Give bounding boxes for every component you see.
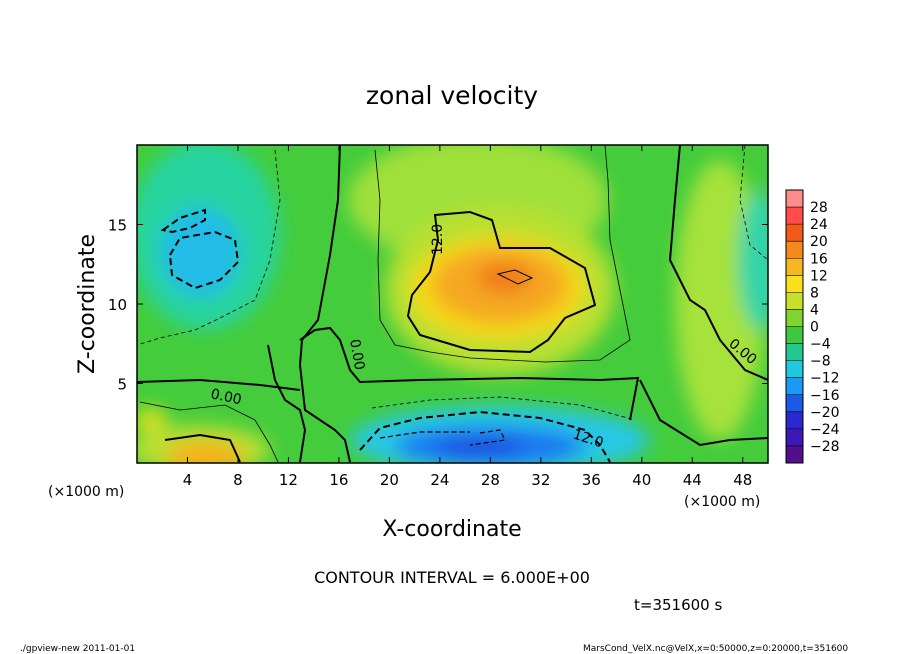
contour-zero-left	[137, 378, 301, 391]
contours	[137, 145, 768, 463]
colorbar-label: −20	[810, 405, 840, 421]
contour-neg12-left-upper	[160, 208, 206, 234]
contour-6-left	[139, 401, 279, 463]
colorbar-swatch	[786, 326, 803, 344]
colorbar-swatch	[786, 292, 803, 310]
colorbar-label: 16	[810, 251, 828, 267]
contour-zero-main	[298, 145, 351, 463]
contour-zero-lower	[267, 344, 307, 463]
colorbar-label: −24	[810, 422, 840, 438]
colorbar-label: 0	[810, 320, 819, 336]
contour-neg12-bottom	[359, 410, 611, 463]
colorbar-label: −12	[810, 371, 840, 387]
colorbar-label: 8	[810, 285, 819, 301]
colorbar-swatch	[786, 411, 803, 430]
y-tick-label: 5	[117, 376, 127, 394]
y-axis-label: Z-coordinate	[75, 234, 100, 374]
contour-neg12-left	[168, 230, 240, 290]
colorbar-swatch	[786, 207, 803, 225]
footer-right: MarsCond_VelX.nc@VelX,x=0:50000,z=0:2000…	[583, 644, 848, 654]
colorbar-label: −16	[810, 388, 840, 404]
contour-zero-middle	[299, 326, 640, 421]
contour-label: 12.0	[430, 224, 446, 255]
chart-title: zonal velocity	[366, 81, 538, 110]
contour-interval: CONTOUR INTERVAL = 6.000E+00	[314, 568, 590, 587]
colorbar-swatch	[786, 445, 803, 464]
x-tick-label: 24	[430, 471, 449, 489]
colorbar-swatch	[786, 190, 803, 208]
time-label: t=351600 s	[634, 596, 722, 614]
colorbar-swatch	[786, 343, 803, 362]
colorbar-swatch	[786, 309, 803, 327]
colorbar-label: 12	[810, 268, 828, 284]
x-tick-label: 4	[183, 471, 193, 489]
contour-12-left	[164, 433, 241, 463]
colorbar-swatch	[786, 428, 803, 447]
y-tick-label: 10	[108, 296, 127, 314]
contour-neg6-right	[739, 145, 768, 261]
x-tick-label: 20	[380, 471, 399, 489]
x-tick-label: 48	[733, 471, 752, 489]
region-bottom-left-yellow	[137, 408, 168, 432]
contour-zero-right-lower	[639, 379, 768, 447]
x-tick-label: 28	[481, 471, 500, 489]
colorbar-swatch	[786, 275, 803, 293]
contour-neg6-bottom	[371, 396, 636, 421]
contour-18-warm	[496, 269, 534, 285]
region-bottom-left-orange	[165, 440, 245, 463]
contour-12-warm	[406, 210, 597, 354]
x-tick-label: 16	[329, 471, 348, 489]
x-tick-label: 12	[279, 471, 298, 489]
colorbar-label: −8	[810, 354, 831, 370]
colorbar-swatch	[786, 377, 803, 396]
x-tick-label: 44	[683, 471, 702, 489]
colorbar-swatch	[786, 394, 803, 413]
colorbar-label: 20	[810, 234, 828, 250]
x-tick-label: 8	[233, 471, 243, 489]
x-axis-label: X-coordinate	[382, 517, 521, 542]
contour-label: 0.00	[346, 338, 367, 371]
colorbar-label: 24	[810, 217, 828, 233]
plot-area	[137, 145, 768, 463]
y-axis: 5 10 15	[108, 217, 768, 394]
colorbar-swatch	[786, 258, 803, 276]
footer-left: ./gpview-new 2011-01-01	[20, 644, 135, 654]
x-axis: 4 8 12 16 20 24 28 32 36 40 44 48	[183, 145, 752, 489]
colorbar-label: −4	[810, 337, 831, 353]
x-tick-label: 36	[582, 471, 601, 489]
colorbar-swatch	[786, 224, 803, 242]
x-tick-label: 40	[632, 471, 651, 489]
x-unit-left: (×1000 m)	[48, 484, 124, 500]
contour-6-warm	[374, 145, 631, 363]
region-right-cyan	[738, 190, 768, 330]
region-left-core	[160, 207, 240, 297]
contour-zero-right	[668, 145, 768, 381]
colorbar-swatch	[786, 360, 803, 379]
colorbar-label: 4	[810, 302, 819, 318]
colorbar-swatch	[786, 241, 803, 259]
y-tick-label: 15	[108, 217, 127, 235]
contour-neg18-bottom	[379, 429, 506, 446]
contour-label: 0.00	[209, 386, 243, 408]
colorbar-label: 28	[810, 200, 828, 216]
x-unit-right: (×1000 m)	[684, 494, 760, 510]
colorbar-label: −28	[810, 439, 840, 455]
x-tick-label: 32	[531, 471, 550, 489]
region-bottom-core	[435, 438, 525, 458]
